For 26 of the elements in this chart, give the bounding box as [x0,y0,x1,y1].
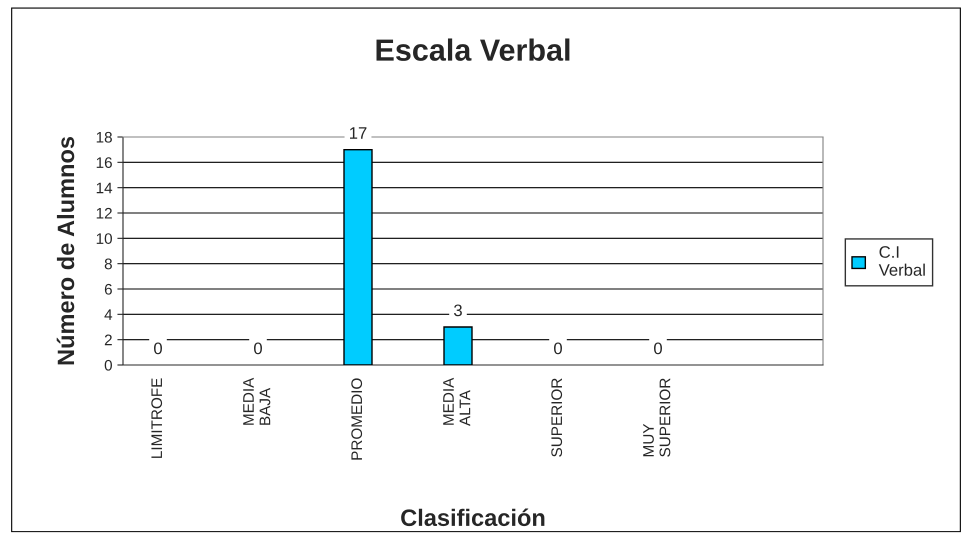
y-tick-label: 16 [96,157,112,168]
y-tick-label: 2 [104,334,112,346]
chart-title: Escala Verbal [376,38,570,61]
data-label: 0 [654,342,662,354]
x-tick-label: PROMEDIO [351,378,362,460]
x-tick-label: MUY SUPERIOR [643,378,670,457]
y-tick-label: 18 [96,132,112,143]
data-label: 17 [350,127,366,139]
data-label: 0 [254,342,262,354]
y-tick-label: 4 [104,309,112,320]
x-tick-label: SUPERIOR [551,378,562,457]
y-tick-label: 8 [104,258,112,270]
x-tick-label: MEDIA BAJA [243,378,270,425]
y-axis-title: Número de Alumnos [56,136,74,364]
data-label: 0 [554,342,562,354]
data-label: 0 [154,342,162,354]
y-tick-label: 0 [104,360,112,371]
y-tick-label: 6 [104,284,112,295]
legend-label: C.I Verbal [878,246,925,276]
y-tick-label: 10 [96,233,112,244]
x-tick-label: MEDIA ALTA [443,378,470,426]
x-axis-title: Clasificación [401,508,544,526]
y-tick-label: 14 [96,182,112,194]
data-label: 3 [454,304,462,316]
x-tick-label: LIMITROFE [151,378,162,458]
y-tick-label: 12 [96,208,112,219]
